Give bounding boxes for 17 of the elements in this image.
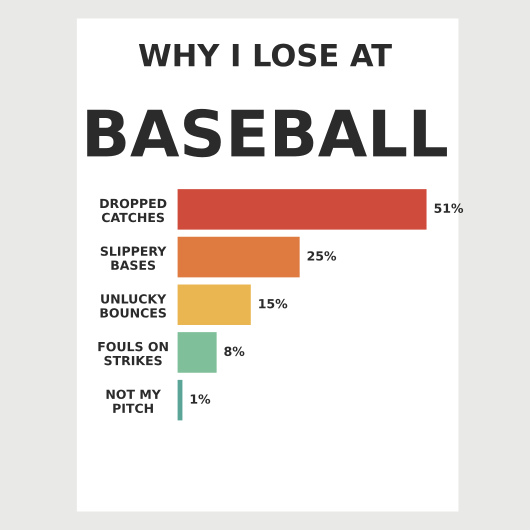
y-tick-label: FOULS ON STRIKES bbox=[98, 342, 168, 366]
bar bbox=[178, 189, 427, 230]
chart-subtitle: BASEBALL bbox=[87, 108, 447, 158]
data-label: 8% bbox=[224, 346, 244, 356]
chart-title: WHY I LOSE AT bbox=[138, 44, 392, 67]
data-label: 51% bbox=[434, 204, 464, 213]
y-tick-label: UNLUCKY BOUNCES bbox=[100, 294, 166, 318]
bar bbox=[178, 332, 217, 373]
data-label: 1% bbox=[190, 394, 210, 404]
bar bbox=[178, 380, 182, 420]
data-label: 15% bbox=[259, 298, 288, 308]
y-tick-label: NOT MY PITCH bbox=[106, 390, 161, 414]
y-tick-label: DROPPED CATCHES bbox=[100, 198, 166, 222]
data-label: 25% bbox=[308, 251, 336, 261]
y-tick-label: SLIPPERY BASES bbox=[100, 246, 166, 270]
bar bbox=[178, 284, 251, 326]
bar bbox=[178, 236, 300, 278]
